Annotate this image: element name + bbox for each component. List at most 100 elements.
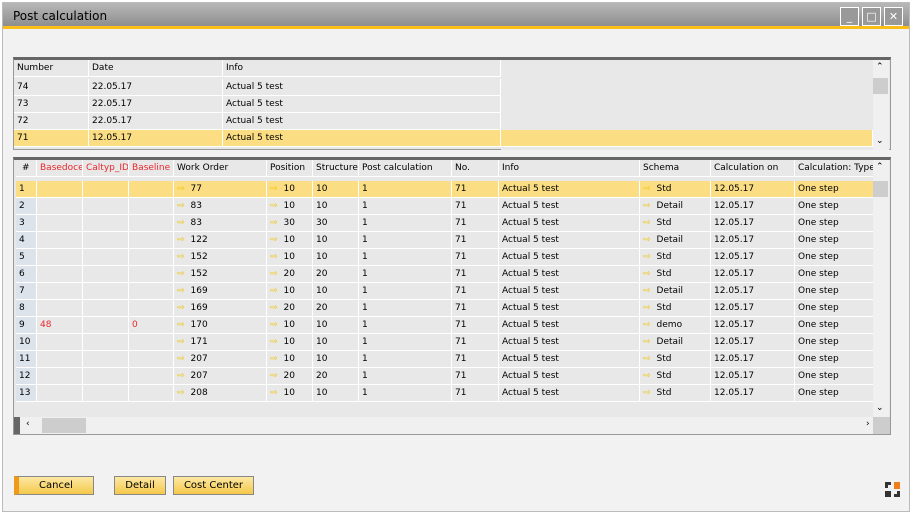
- table-cell[interactable]: Actual 5 test: [499, 232, 640, 249]
- table-cell[interactable]: ⇨ Std: [640, 215, 711, 232]
- table-cell[interactable]: ⇨ Std: [640, 368, 711, 385]
- table-cell[interactable]: ⇨ 10: [267, 317, 313, 334]
- table-cell[interactable]: [83, 283, 129, 300]
- table-cell[interactable]: 10: [313, 181, 359, 198]
- scroll-thumb[interactable]: [873, 181, 888, 197]
- table-cell[interactable]: ⇨ 207: [174, 351, 267, 368]
- table-cell[interactable]: 10: [313, 198, 359, 215]
- table-cell[interactable]: ⇨ Detail: [640, 283, 711, 300]
- table-cell[interactable]: 71: [452, 249, 499, 266]
- table-cell[interactable]: 12.05.17: [711, 368, 795, 385]
- table-cell[interactable]: 71: [452, 334, 499, 351]
- horizontal-scrollbar[interactable]: ‹ ›: [14, 417, 890, 434]
- table-cell[interactable]: 71: [452, 232, 499, 249]
- table-cell[interactable]: 71: [452, 385, 499, 402]
- table-cell[interactable]: 20: [313, 368, 359, 385]
- table-cell[interactable]: ⇨ Std: [640, 351, 711, 368]
- link-arrow-icon[interactable]: ⇨: [177, 303, 185, 313]
- link-arrow-icon[interactable]: ⇨: [270, 235, 278, 245]
- table-cell[interactable]: Actual 5 test: [223, 96, 501, 113]
- column-header[interactable]: Calculation: Type: [795, 160, 874, 177]
- table-cell[interactable]: 1: [359, 283, 452, 300]
- link-arrow-icon[interactable]: ⇨: [270, 303, 278, 313]
- table-cell[interactable]: 71: [14, 130, 89, 147]
- table-cell[interactable]: 1: [359, 300, 452, 317]
- post-calculation-rows-grid[interactable]: # Basedocer Caltyp_ID Baseline Work Order Pos…: [13, 157, 891, 435]
- table-cell[interactable]: [129, 232, 174, 249]
- table-cell[interactable]: One step: [795, 215, 874, 232]
- link-arrow-icon[interactable]: ⇨: [270, 388, 278, 398]
- table-cell[interactable]: 71: [452, 317, 499, 334]
- scroll-thumb[interactable]: [42, 418, 86, 433]
- table-cell[interactable]: [83, 351, 129, 368]
- link-arrow-icon[interactable]: ⇨: [177, 235, 185, 245]
- table-cell[interactable]: ⇨ 208: [174, 385, 267, 402]
- link-arrow-icon[interactable]: ⇨: [643, 286, 651, 296]
- column-header[interactable]: Info: [223, 60, 501, 77]
- detail-button[interactable]: Detail: [114, 476, 166, 495]
- table-cell[interactable]: 12.05.17: [711, 317, 795, 334]
- table-cell[interactable]: [129, 249, 174, 266]
- table-cell[interactable]: ⇨ 122: [174, 232, 267, 249]
- table-cell[interactable]: ⇨ 171: [174, 334, 267, 351]
- table-cell[interactable]: ⇨ 152: [174, 266, 267, 283]
- table-cell[interactable]: One step: [795, 283, 874, 300]
- table-cell[interactable]: ⇨ Std: [640, 300, 711, 317]
- table-cell[interactable]: [83, 198, 129, 215]
- link-arrow-icon[interactable]: ⇨: [270, 371, 278, 381]
- table-cell[interactable]: 12.05.17: [89, 130, 223, 147]
- table-cell[interactable]: [129, 215, 174, 232]
- column-header[interactable]: Number: [14, 60, 89, 77]
- table-cell[interactable]: ⇨ 20: [267, 266, 313, 283]
- table-cell[interactable]: [37, 283, 83, 300]
- table-cell[interactable]: 20: [313, 300, 359, 317]
- link-arrow-icon[interactable]: ⇨: [177, 371, 185, 381]
- link-arrow-icon[interactable]: ⇨: [177, 354, 185, 364]
- table-cell[interactable]: [83, 334, 129, 351]
- table-cell[interactable]: [129, 283, 174, 300]
- table-cell[interactable]: ⇨ Std: [640, 385, 711, 402]
- table-cell[interactable]: ⇨ 10: [267, 249, 313, 266]
- row-number[interactable]: 9: [16, 317, 37, 334]
- table-cell[interactable]: [37, 198, 83, 215]
- maximize-button[interactable]: □: [862, 7, 881, 26]
- table-cell[interactable]: ⇨ Detail: [640, 232, 711, 249]
- table-cell[interactable]: ⇨ 169: [174, 300, 267, 317]
- table-cell[interactable]: ⇨ 207: [174, 368, 267, 385]
- row-number[interactable]: 3: [16, 215, 37, 232]
- table-cell[interactable]: ⇨ 20: [267, 300, 313, 317]
- table-cell[interactable]: 22.05.17: [89, 96, 223, 113]
- table-cell[interactable]: ⇨ 77: [174, 181, 267, 198]
- column-header[interactable]: Calculation on: [711, 160, 795, 177]
- table-cell[interactable]: Actual 5 test: [223, 113, 501, 130]
- link-arrow-icon[interactable]: ⇨: [270, 286, 278, 296]
- table-cell[interactable]: [129, 351, 174, 368]
- cancel-button[interactable]: Cancel: [14, 476, 94, 495]
- table-cell[interactable]: [83, 300, 129, 317]
- column-header[interactable]: Info: [499, 160, 640, 177]
- table-cell[interactable]: ⇨ Detail: [640, 198, 711, 215]
- cost-center-button[interactable]: Cost Center: [173, 476, 254, 495]
- table-cell[interactable]: Actual 5 test: [499, 317, 640, 334]
- table-cell[interactable]: ⇨ 10: [267, 181, 313, 198]
- table-cell[interactable]: 71: [452, 266, 499, 283]
- table-cell[interactable]: [37, 266, 83, 283]
- table-cell[interactable]: Actual 5 test: [223, 130, 501, 147]
- table-cell[interactable]: One step: [795, 334, 874, 351]
- link-arrow-icon[interactable]: ⇨: [177, 252, 185, 262]
- table-cell[interactable]: 12.05.17: [711, 351, 795, 368]
- table-cell[interactable]: [83, 368, 129, 385]
- table-cell[interactable]: 12.05.17: [711, 334, 795, 351]
- table-cell[interactable]: ⇨ 10: [267, 283, 313, 300]
- link-arrow-icon[interactable]: ⇨: [270, 252, 278, 262]
- table-cell[interactable]: 12.05.17: [711, 283, 795, 300]
- table-cell[interactable]: ⇨ 83: [174, 198, 267, 215]
- row-number[interactable]: 7: [16, 283, 37, 300]
- table-cell[interactable]: [129, 198, 174, 215]
- link-arrow-icon[interactable]: ⇨: [643, 303, 651, 313]
- table-cell[interactable]: ⇨ 30: [267, 215, 313, 232]
- scroll-up-icon[interactable]: ⌃: [876, 62, 884, 72]
- row-number[interactable]: 5: [16, 249, 37, 266]
- table-cell[interactable]: ⇨ 169: [174, 283, 267, 300]
- row-number[interactable]: 8: [16, 300, 37, 317]
